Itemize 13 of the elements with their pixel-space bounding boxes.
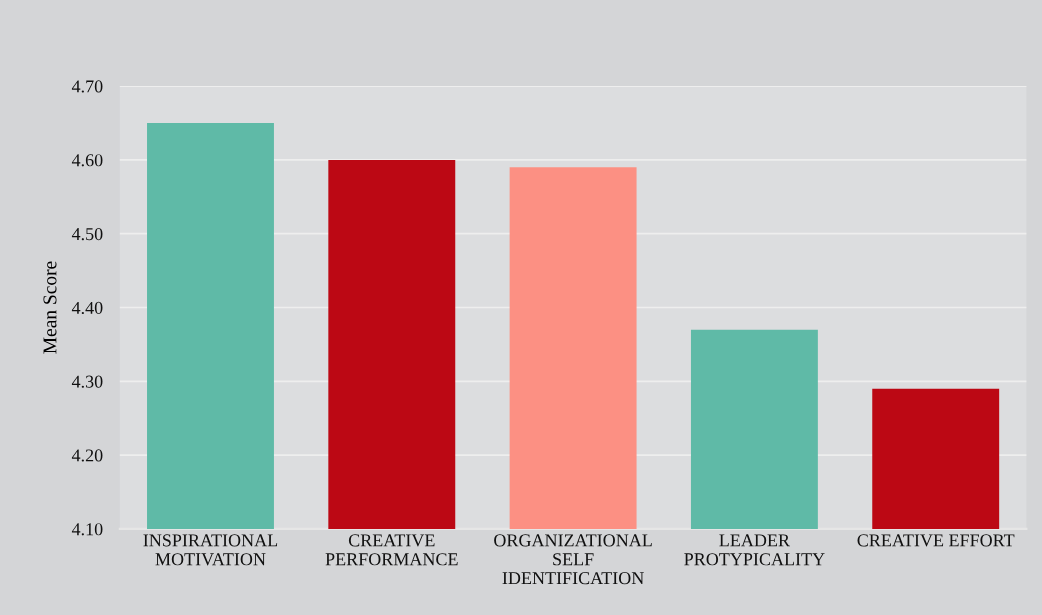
y-axis-title: Mean Score — [43, 261, 57, 354]
x-tick-label: LEADER PROTYPICALITY — [684, 534, 825, 566]
x-tick-label: CREATIVE PERFORMANCE — [325, 534, 458, 566]
x-tick-label: CREATIVE EFFORT — [857, 534, 1015, 547]
y-tick-label: 4.50 — [71, 227, 103, 241]
y-tick-label: 4.20 — [71, 449, 103, 462]
y-tick-label: 4.30 — [71, 375, 103, 388]
y-tick-label: 4.60 — [71, 154, 103, 167]
x-tick-label: INSPIRATIONAL MOTIVATION — [143, 534, 278, 566]
y-tick-label: 4.10 — [71, 523, 103, 536]
x-tick-label: ORGANIZATIONAL SELF IDENTIFICATION — [494, 534, 652, 585]
y-tick-label: 4.40 — [71, 301, 103, 315]
y-tick-label: 4.70 — [71, 80, 103, 93]
